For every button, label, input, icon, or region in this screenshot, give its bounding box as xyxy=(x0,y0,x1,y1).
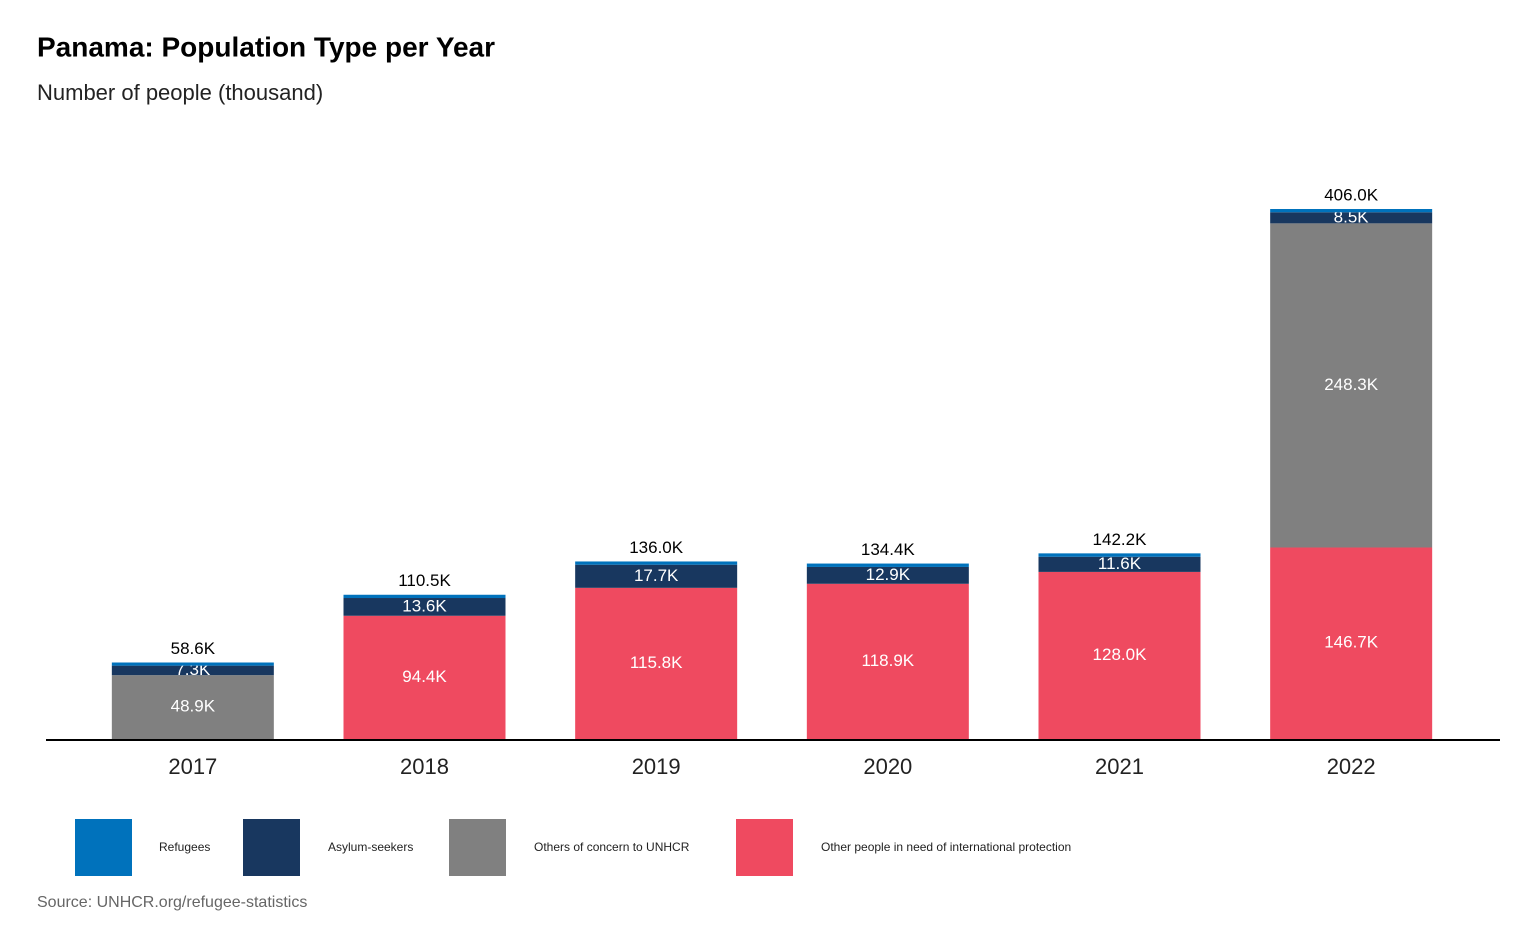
legend-label: Other people in need of international pr… xyxy=(821,840,1071,854)
legend-swatch xyxy=(75,819,132,876)
chart-subtitle: Number of people (thousand) xyxy=(37,80,323,105)
bar-segment xyxy=(806,583,969,739)
x-tick-label: 2020 xyxy=(863,754,912,779)
total-label: 406.0K xyxy=(1324,185,1379,204)
bar-segment xyxy=(575,587,738,739)
data-label: 118.9K xyxy=(862,651,915,670)
bar-segment xyxy=(1038,571,1201,739)
x-tick-label: 2018 xyxy=(400,754,449,779)
bar-segment xyxy=(1038,556,1201,572)
legend-label: Refugees xyxy=(159,840,210,854)
total-label: 134.4K xyxy=(861,540,916,559)
bar-segment xyxy=(111,662,274,666)
legend-swatch xyxy=(243,819,300,876)
legend-swatch xyxy=(449,819,506,876)
data-label: 13.6K xyxy=(402,596,447,615)
bar-segment xyxy=(1270,212,1433,224)
data-label: 115.8K xyxy=(630,653,683,672)
data-label: 146.7K xyxy=(1324,633,1379,652)
bar-segment xyxy=(1270,209,1433,213)
data-label: 12.9K xyxy=(866,565,911,584)
total-label: 142.2K xyxy=(1093,530,1148,549)
bar-segment xyxy=(1038,553,1201,557)
bar-segment xyxy=(1270,223,1433,548)
data-label: 11.6K xyxy=(1098,554,1142,573)
data-label: 94.4K xyxy=(402,667,447,686)
bar-segment xyxy=(806,563,969,567)
bar-segment xyxy=(575,561,738,565)
total-label: 58.6K xyxy=(171,639,216,658)
bar-segment xyxy=(343,598,506,616)
x-tick-label: 2022 xyxy=(1327,754,1376,779)
x-tick-label: 2021 xyxy=(1095,754,1144,779)
bar-segment xyxy=(343,615,506,739)
x-tick-label: 2019 xyxy=(632,754,681,779)
bar-segment xyxy=(806,566,969,584)
chart-title: Panama: Population Type per Year xyxy=(37,31,495,62)
legend-swatch xyxy=(736,819,793,876)
bar-segment xyxy=(1270,547,1433,739)
x-tick-label: 2017 xyxy=(168,754,217,779)
data-label: 48.9K xyxy=(171,697,216,716)
bar-segment xyxy=(111,665,274,676)
data-label: 128.0K xyxy=(1093,645,1148,664)
bar-segment xyxy=(111,675,274,739)
bar-segment xyxy=(575,564,738,588)
legend-label: Asylum-seekers xyxy=(328,840,413,854)
total-label: 136.0K xyxy=(629,538,684,557)
data-label: 248.3K xyxy=(1324,375,1379,394)
total-label: 110.5K xyxy=(398,571,451,590)
legend-label: Others of concern to UNHCR xyxy=(534,840,690,854)
bar-segment xyxy=(343,594,506,599)
source: Source: UNHCR.org/refugee-statistics xyxy=(37,894,307,911)
data-label: 17.7K xyxy=(634,566,679,585)
